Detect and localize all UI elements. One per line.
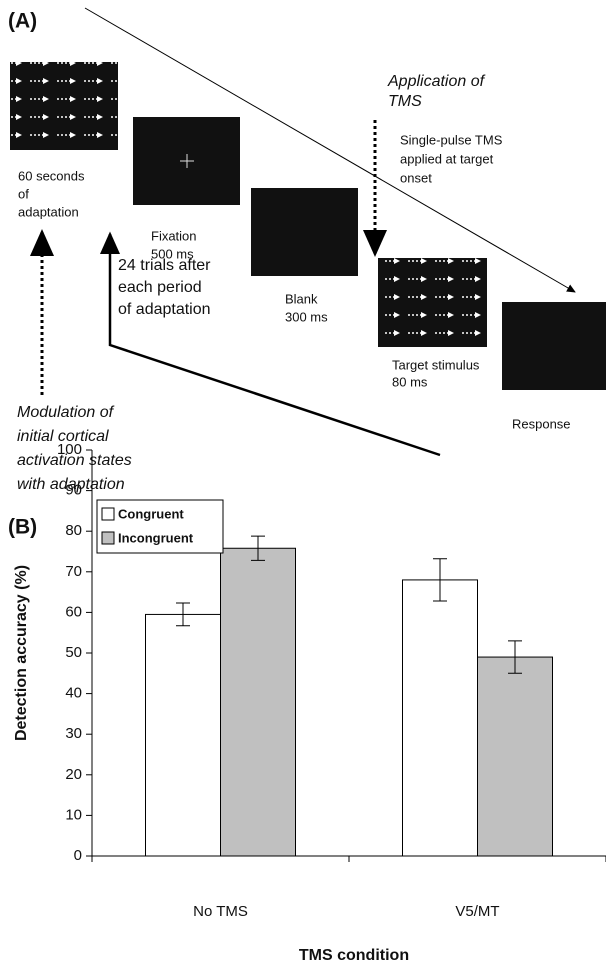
stage-label: 300 ms [285, 309, 328, 324]
stage-label: Target stimulus [392, 357, 480, 372]
y-tick-label: 10 [65, 806, 82, 823]
y-tick-label: 30 [65, 725, 82, 742]
modulation-note: with adaptation [17, 476, 125, 493]
error-bar [176, 602, 190, 627]
stage-label: Blank [285, 291, 318, 306]
response-screen [502, 302, 606, 390]
stage-label: Response [512, 416, 571, 431]
y-tick-label: 60 [65, 603, 82, 620]
legend-box [96, 499, 224, 554]
y-tick-label: 100 [57, 441, 82, 458]
y-tick-label: 0 [74, 847, 82, 864]
y-tick-label: 20 [65, 766, 82, 783]
tms-label: Application of [387, 73, 486, 90]
error-bar [433, 558, 447, 602]
tms-note: applied at target [400, 151, 494, 166]
bar [402, 579, 478, 857]
y-tick-label: 50 [65, 644, 82, 661]
modulation-note: Modulation of [17, 404, 115, 421]
legend-label: Incongruent [118, 530, 194, 545]
stage-label: of [18, 186, 29, 201]
timeline-arrow [84, 7, 576, 293]
tms-note: onset [400, 170, 432, 185]
blank-screen [251, 188, 358, 276]
loop-note: of adaptation [118, 301, 211, 318]
modulation-note: activation states [17, 452, 132, 469]
x-axis-title: TMS condition [299, 947, 409, 964]
panel-label: (B) [8, 516, 37, 539]
x-tick-label: V5/MT [455, 903, 499, 920]
adaptation-arrows [10, 62, 118, 150]
error-bar [251, 535, 265, 561]
legend-swatch [101, 507, 115, 521]
stage-label: adaptation [18, 204, 79, 219]
x-tick-label: No TMS [193, 903, 248, 920]
loop-note: each period [118, 279, 202, 296]
modulation-note: initial cortical [17, 428, 109, 445]
legend-swatch [101, 531, 115, 545]
y-tick-label: 80 [65, 522, 82, 539]
fixation-cross [180, 154, 194, 168]
bar [220, 547, 296, 857]
panel-a: (A) [8, 7, 606, 457]
tms-label: TMS [388, 93, 422, 110]
panel-label: (A) [8, 10, 37, 33]
loop-note: 24 trials after [118, 257, 211, 274]
y-axis-title: Detection accuracy (%) [13, 565, 30, 741]
legend-label: Congruent [118, 506, 184, 521]
error-bar [508, 640, 522, 674]
stage-label: 60 seconds [18, 168, 85, 183]
bar [477, 656, 553, 857]
y-tick-label: 40 [65, 685, 82, 702]
stage-label: Fixation [151, 228, 197, 243]
stage-label: 500 ms [151, 246, 194, 261]
target-arrows [385, 258, 485, 343]
tms-note: Single-pulse TMS [400, 132, 503, 147]
bar [145, 613, 221, 857]
panel-b: (B) [8, 516, 37, 539]
y-tick-label: 70 [65, 563, 82, 580]
stage-label: 80 ms [392, 374, 428, 389]
y-tick-label: 90 [65, 482, 82, 499]
loop-arrow [100, 231, 441, 457]
